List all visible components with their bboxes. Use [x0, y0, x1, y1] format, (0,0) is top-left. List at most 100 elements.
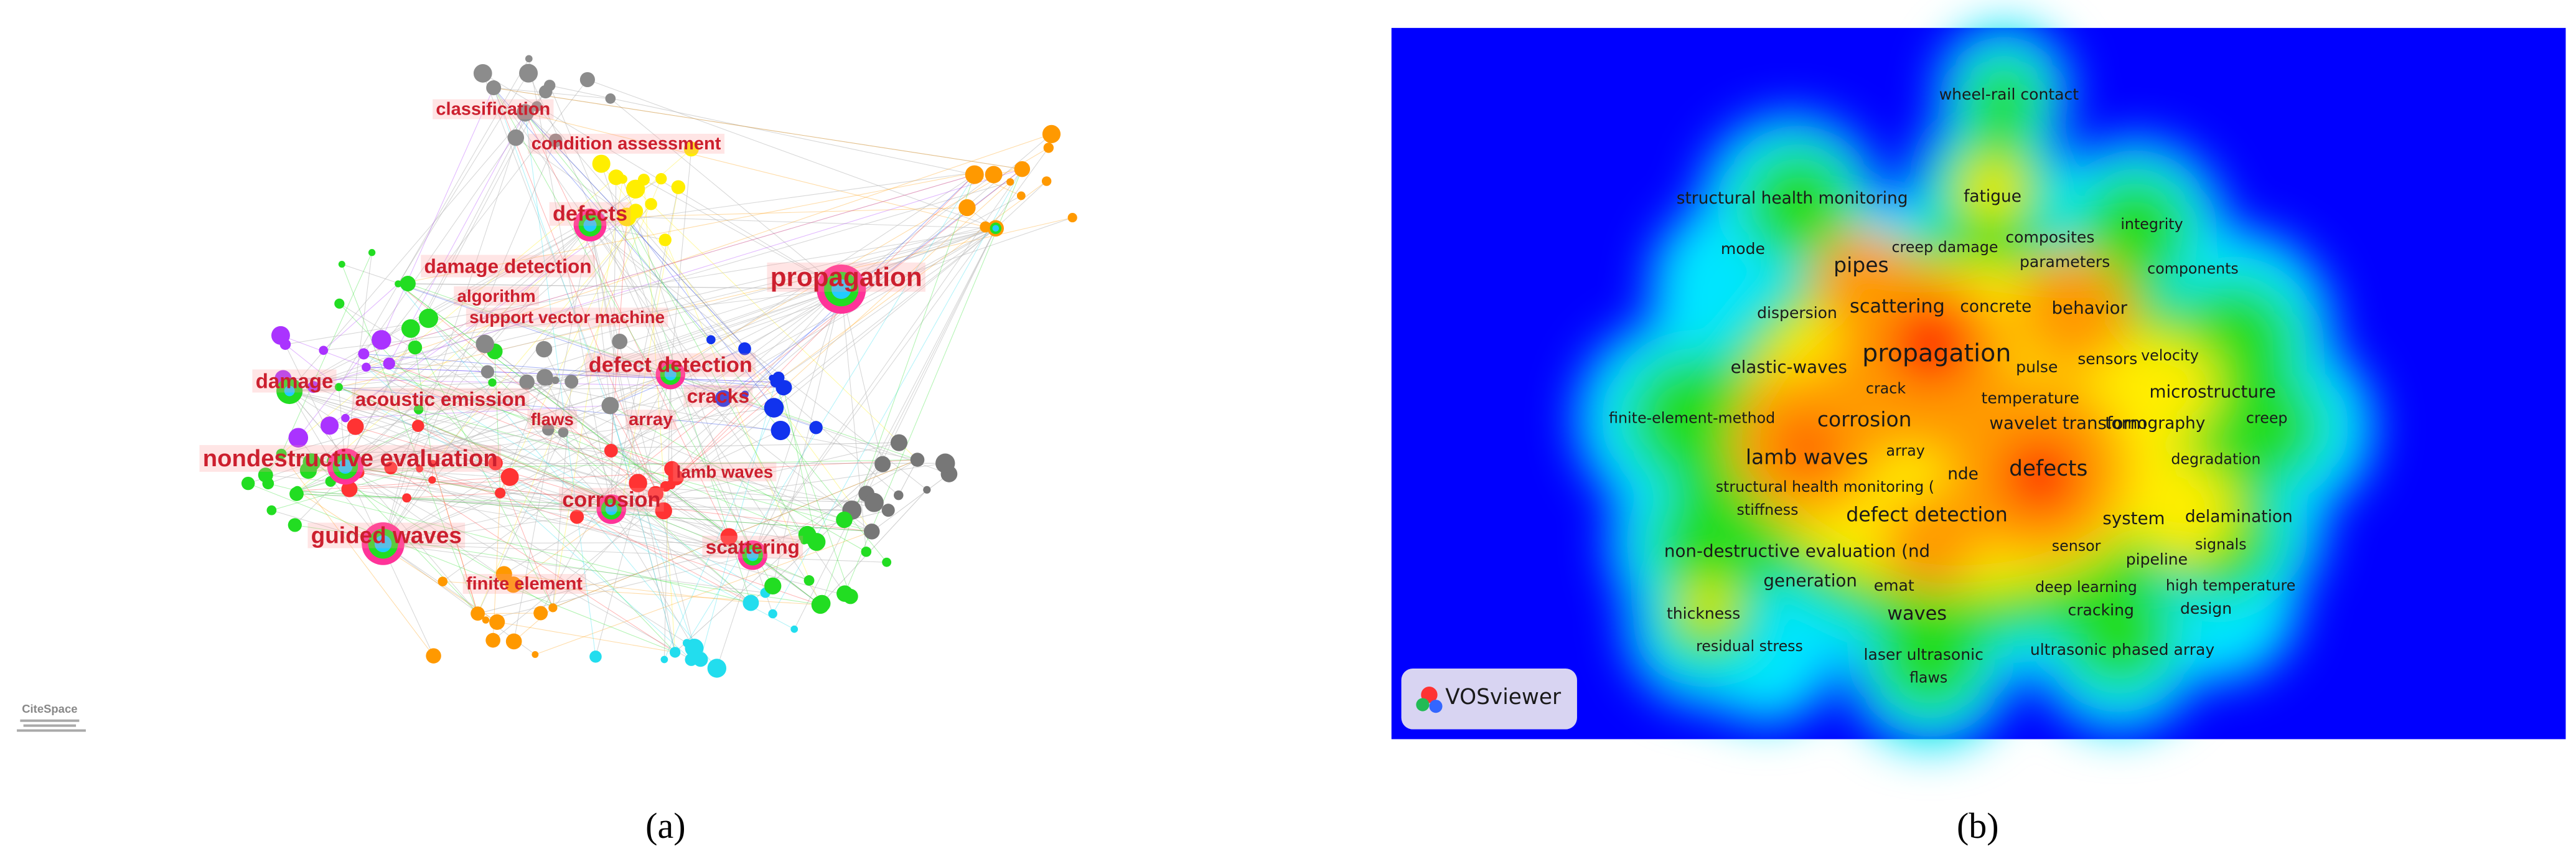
node [495, 566, 512, 583]
edge [494, 87, 1023, 170]
density-label: sensors [2077, 350, 2137, 368]
edge [289, 92, 546, 392]
edge [552, 289, 842, 608]
node [428, 476, 436, 484]
density-label: pipes [1834, 253, 1888, 277]
edge [485, 619, 675, 653]
node [741, 390, 749, 398]
node [485, 632, 500, 648]
node [438, 576, 448, 586]
node [764, 577, 782, 595]
edge [363, 174, 975, 354]
network-label: damage detection [424, 255, 592, 277]
node [384, 461, 398, 475]
edge [268, 228, 996, 484]
density [1576, 24, 2374, 748]
edge [700, 382, 776, 660]
density-label: pipeline [2126, 550, 2188, 568]
node [401, 319, 420, 338]
edge [349, 459, 918, 490]
edge [500, 492, 874, 503]
edge [398, 283, 841, 289]
node [738, 342, 751, 355]
hub-node-core [374, 535, 392, 553]
edge [366, 367, 845, 520]
edge [783, 387, 817, 542]
edge [822, 174, 975, 604]
node [395, 280, 402, 288]
density-label: temperature [1982, 389, 2079, 407]
edge [548, 228, 996, 383]
edge [366, 367, 612, 510]
node [628, 204, 644, 218]
node [564, 375, 579, 389]
edge [528, 73, 753, 556]
edge [525, 112, 888, 563]
edge [543, 349, 622, 506]
edge [329, 425, 612, 510]
density-label: design [2180, 599, 2232, 617]
density-label: composites [2005, 228, 2094, 247]
edge [418, 425, 751, 603]
edge [525, 112, 784, 388]
edge [329, 217, 627, 426]
edge [503, 509, 612, 575]
network-label: damage [256, 370, 334, 393]
node [402, 493, 411, 503]
node [706, 335, 716, 345]
edge [383, 542, 817, 544]
edge [477, 613, 541, 614]
density-label: waves [1887, 603, 1947, 624]
edge [366, 367, 775, 383]
network-label: guided waves [311, 523, 462, 548]
node [605, 93, 616, 104]
edge [323, 288, 841, 351]
edge [398, 283, 817, 428]
edge [663, 387, 784, 660]
edge [841, 174, 994, 289]
node [338, 260, 345, 268]
network-label: support vector machine [469, 308, 665, 327]
edge [381, 225, 591, 340]
edge [383, 204, 652, 544]
node [836, 511, 853, 528]
density-label: integrity [2120, 215, 2183, 233]
edge [635, 189, 918, 460]
density-region [2061, 575, 2177, 690]
edge [477, 432, 564, 614]
node [288, 518, 302, 532]
edge [525, 112, 986, 228]
node [579, 72, 595, 88]
label-highlight [558, 487, 664, 512]
edge [383, 432, 564, 544]
node [647, 486, 664, 502]
hub-node-core [284, 385, 295, 397]
label-highlight [252, 369, 337, 393]
edge [283, 374, 671, 379]
network-label: corrosion [562, 488, 660, 512]
edge [383, 543, 887, 563]
label-highlight [767, 262, 925, 292]
density-region [2004, 440, 2077, 513]
density-label: microstructure [2150, 382, 2276, 402]
node [551, 376, 560, 385]
node [910, 453, 925, 467]
node [475, 334, 494, 354]
node [271, 326, 290, 345]
node [682, 639, 691, 647]
edge [589, 225, 676, 652]
edge [345, 466, 514, 585]
node [276, 448, 287, 459]
edge [398, 283, 718, 669]
node [882, 557, 892, 567]
density-label: elastic-waves [1731, 357, 1847, 377]
density-label: defect detection [1846, 504, 2008, 527]
hub-node-core [992, 225, 1000, 232]
node [890, 434, 908, 451]
edge [611, 228, 996, 451]
edge [609, 405, 676, 653]
network-label: scattering [706, 536, 800, 558]
edge [670, 382, 776, 485]
edge [663, 510, 753, 556]
edge [589, 225, 639, 484]
